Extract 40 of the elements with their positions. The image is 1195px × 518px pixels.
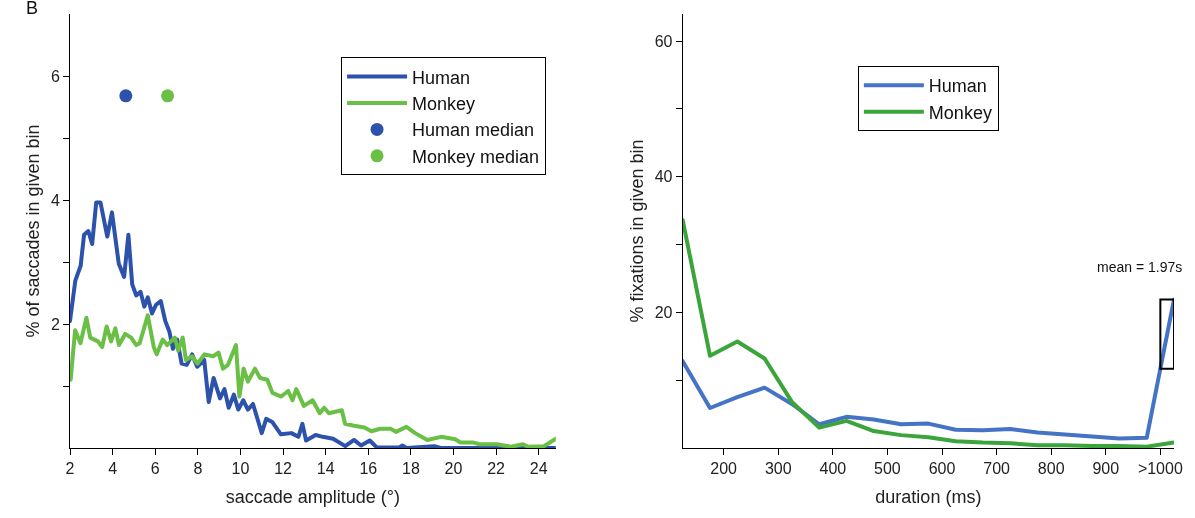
annotation: mean = 1.97s <box>1097 259 1183 275</box>
legend-label: Human median <box>412 120 535 141</box>
y-tick-label: 40 <box>654 168 673 186</box>
legend-label: Human <box>412 67 471 88</box>
y-tick-label: 4 <box>50 191 60 209</box>
y-tick-label: 20 <box>654 303 673 321</box>
x-tick-label: 800 <box>1037 460 1065 478</box>
x-tick-label: 10 <box>231 460 250 478</box>
y-axis-title: % of saccades in given bin <box>23 124 44 338</box>
x-tick-label: 12 <box>274 460 293 478</box>
y-tick-label: 6 <box>50 67 60 85</box>
text: B <box>26 0 39 18</box>
x-axis-title: saccade amplitude (°) <box>225 487 401 508</box>
x-tick-label: 4 <box>108 460 118 478</box>
x-tick-label: 18 <box>401 460 420 478</box>
line-series <box>682 297 1174 441</box>
y-axis-title: % fixations in given bin <box>626 139 647 323</box>
x-tick-label: 300 <box>764 460 792 478</box>
x-tick-label: 400 <box>819 460 847 478</box>
x-tick-label: 6 <box>150 460 160 478</box>
x-tick-label: 900 <box>1092 460 1120 478</box>
x-tick-label: >1000 <box>1137 460 1183 478</box>
x-tick-label: 20 <box>444 460 463 478</box>
legend-label: Monkey median <box>412 146 540 167</box>
legend-label: Monkey <box>412 94 476 115</box>
x-tick-label: 22 <box>487 460 506 478</box>
x-tick-label: 700 <box>983 460 1011 478</box>
x-tick-label: 24 <box>529 460 548 478</box>
x-tick-label: 2 <box>65 460 75 478</box>
y-tick-label: 60 <box>654 32 673 50</box>
x-tick-label: 16 <box>359 460 378 478</box>
x-tick-label: 500 <box>874 460 901 478</box>
x-tick-label: 14 <box>316 460 335 478</box>
x-axis-title: duration (ms) <box>875 487 982 508</box>
x-tick-label: 8 <box>193 460 203 478</box>
legend-label: Human <box>928 76 987 97</box>
x-tick-label: 200 <box>710 460 738 478</box>
legend-label: Monkey <box>928 102 992 123</box>
y-tick-label: 2 <box>50 315 60 333</box>
x-tick-label: 600 <box>928 460 956 478</box>
